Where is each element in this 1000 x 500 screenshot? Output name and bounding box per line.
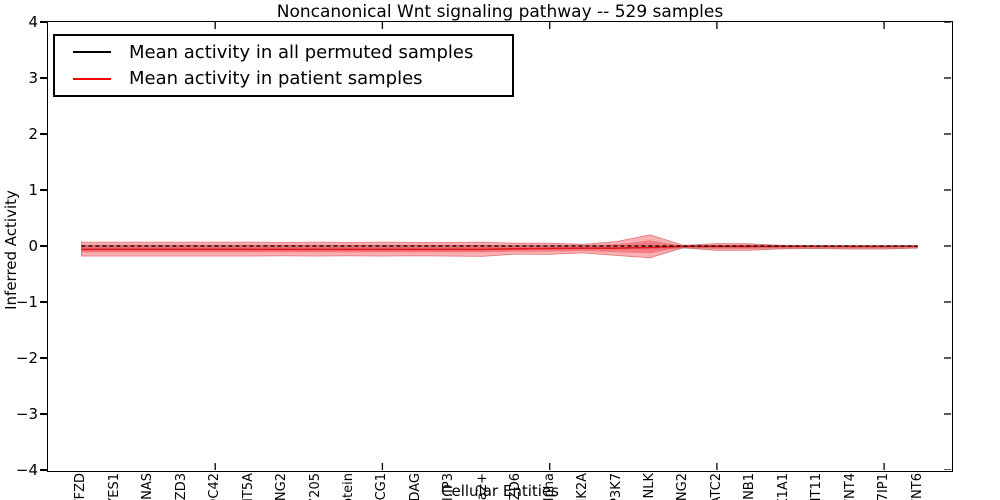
- legend-label-permuted: Mean activity in all permuted samples: [129, 41, 474, 63]
- y-tick-mark: [40, 245, 48, 247]
- y-tick-label: −4: [15, 461, 38, 479]
- y-tick-label: 3: [28, 69, 38, 87]
- y-tick-label: 4: [28, 13, 38, 31]
- y-tick-mark: [40, 413, 48, 415]
- y-tick-mark: [40, 189, 48, 191]
- y-axis-title: Inferred Activity: [2, 190, 20, 310]
- patient-mean-line-swatch: [73, 77, 111, 80]
- y-tick-label: 1: [28, 181, 38, 199]
- legend: Mean activity in all permuted samples Me…: [53, 34, 514, 97]
- y-tick-mark: [40, 77, 48, 79]
- y-tick-label: −3: [15, 405, 38, 423]
- y-tick-mark: [40, 301, 48, 303]
- legend-item-permuted: Mean activity in all permuted samples: [55, 42, 512, 63]
- y-tick-label: 2: [28, 125, 38, 143]
- y-tick-label: 0: [28, 237, 38, 255]
- y-tick-label: −1: [15, 293, 38, 311]
- legend-item-patient: Mean activity in patient samples: [55, 68, 512, 89]
- plot-svg: [80, 21, 951, 470]
- permuted-mean-line-swatch: [73, 51, 111, 54]
- y-tick-label: −2: [15, 349, 38, 367]
- y-tick-mark: [40, 357, 48, 359]
- plot-area: [46, 20, 953, 472]
- chart-title: Noncanonical Wnt signaling pathway -- 52…: [276, 2, 724, 22]
- x-axis-title: Cellular Entities: [441, 482, 559, 500]
- legend-label-patient: Mean activity in patient samples: [129, 68, 423, 90]
- y-tick-mark: [40, 21, 48, 23]
- patient-activity-band-outer: [80, 233, 918, 258]
- y-tick-mark: [40, 133, 48, 135]
- y-tick-mark: [40, 469, 48, 471]
